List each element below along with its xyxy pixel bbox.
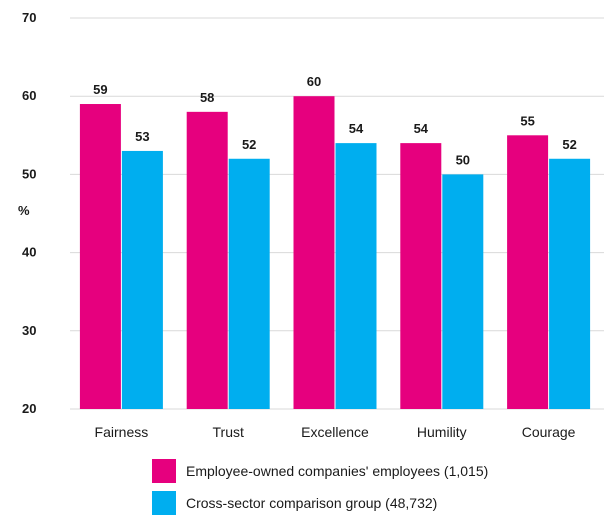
data-label: 54 — [349, 121, 364, 136]
x-category-label: Trust — [213, 424, 244, 440]
data-label: 59 — [93, 82, 107, 97]
legend-label-employee-owned: Employee-owned companies' employees (1,0… — [186, 463, 488, 479]
y-axis-label: % — [18, 203, 30, 218]
bar-courage-series-1 — [507, 135, 549, 410]
bar-excellence-series-2 — [335, 143, 377, 409]
y-tick-label: 70 — [22, 10, 36, 25]
y-tick-label: 50 — [22, 166, 36, 181]
bar-trust-series-1 — [186, 111, 228, 409]
x-axis-categories: Fairness Trust Excellence Humility Courage — [95, 424, 576, 440]
bar-fairness-series-1 — [79, 104, 121, 410]
legend-label-cross-sector: Cross-sector comparison group (48,732) — [186, 495, 437, 511]
bar-humility-series-1 — [400, 143, 442, 409]
data-label: 52 — [242, 137, 256, 152]
legend: Employee-owned companies' employees (1,0… — [152, 459, 488, 515]
data-label: 52 — [562, 137, 576, 152]
x-category-label: Fairness — [95, 424, 149, 440]
data-label: 53 — [135, 129, 149, 144]
data-label: 54 — [414, 121, 429, 136]
y-axis-ticks: 20 30 40 50 60 70 — [22, 10, 36, 416]
bar-humility-series-2 — [442, 174, 484, 409]
data-label: 50 — [456, 152, 470, 167]
bar-fairness-series-2 — [121, 150, 163, 409]
data-label: 58 — [200, 90, 214, 105]
legend-swatch-employee-owned — [152, 459, 176, 483]
x-category-label: Humility — [417, 424, 467, 440]
y-tick-label: 30 — [22, 323, 36, 338]
data-labels: 59 53 58 52 60 54 54 50 55 52 — [93, 74, 577, 167]
y-tick-label: 40 — [22, 245, 36, 260]
bar-trust-series-2 — [228, 158, 270, 409]
y-tick-label: 20 — [22, 401, 36, 416]
bar-courage-series-2 — [549, 158, 591, 409]
bar-excellence-series-1 — [293, 96, 335, 409]
y-tick-label: 60 — [22, 88, 36, 103]
data-label: 60 — [307, 74, 321, 89]
legend-swatch-cross-sector — [152, 491, 176, 515]
x-category-label: Excellence — [301, 424, 369, 440]
x-category-label: Courage — [522, 424, 576, 440]
data-label: 55 — [520, 113, 534, 128]
bars — [79, 96, 591, 410]
